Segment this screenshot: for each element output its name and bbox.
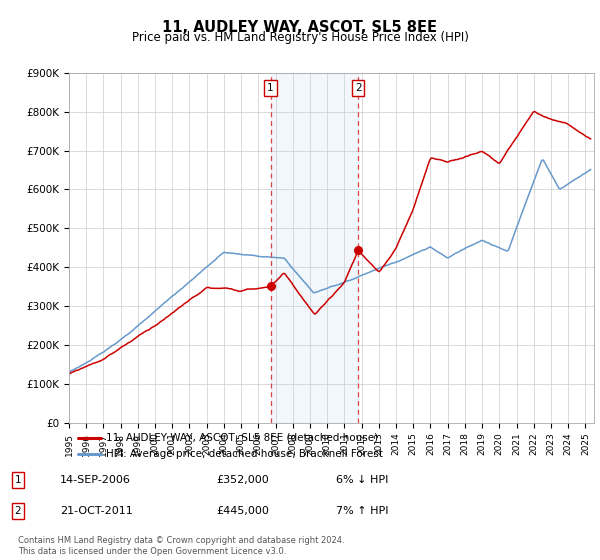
Text: 21-OCT-2011: 21-OCT-2011 bbox=[60, 506, 133, 516]
Text: Price paid vs. HM Land Registry's House Price Index (HPI): Price paid vs. HM Land Registry's House … bbox=[131, 31, 469, 44]
Text: 2: 2 bbox=[355, 83, 361, 94]
Text: 14-SEP-2006: 14-SEP-2006 bbox=[60, 475, 131, 485]
Text: 2: 2 bbox=[14, 506, 22, 516]
Text: Contains HM Land Registry data © Crown copyright and database right 2024.
This d: Contains HM Land Registry data © Crown c… bbox=[18, 536, 344, 556]
Text: HPI: Average price, detached house, Bracknell Forest: HPI: Average price, detached house, Brac… bbox=[106, 449, 383, 459]
Text: 6% ↓ HPI: 6% ↓ HPI bbox=[336, 475, 388, 485]
Text: 11, AUDLEY WAY, ASCOT, SL5 8EE (detached house): 11, AUDLEY WAY, ASCOT, SL5 8EE (detached… bbox=[106, 433, 379, 443]
Text: 7% ↑ HPI: 7% ↑ HPI bbox=[336, 506, 389, 516]
Text: £445,000: £445,000 bbox=[216, 506, 269, 516]
Text: £352,000: £352,000 bbox=[216, 475, 269, 485]
Bar bbox=[271, 73, 358, 423]
Text: 11, AUDLEY WAY, ASCOT, SL5 8EE: 11, AUDLEY WAY, ASCOT, SL5 8EE bbox=[163, 20, 437, 35]
Text: 1: 1 bbox=[267, 83, 274, 94]
Text: 1: 1 bbox=[14, 475, 22, 485]
